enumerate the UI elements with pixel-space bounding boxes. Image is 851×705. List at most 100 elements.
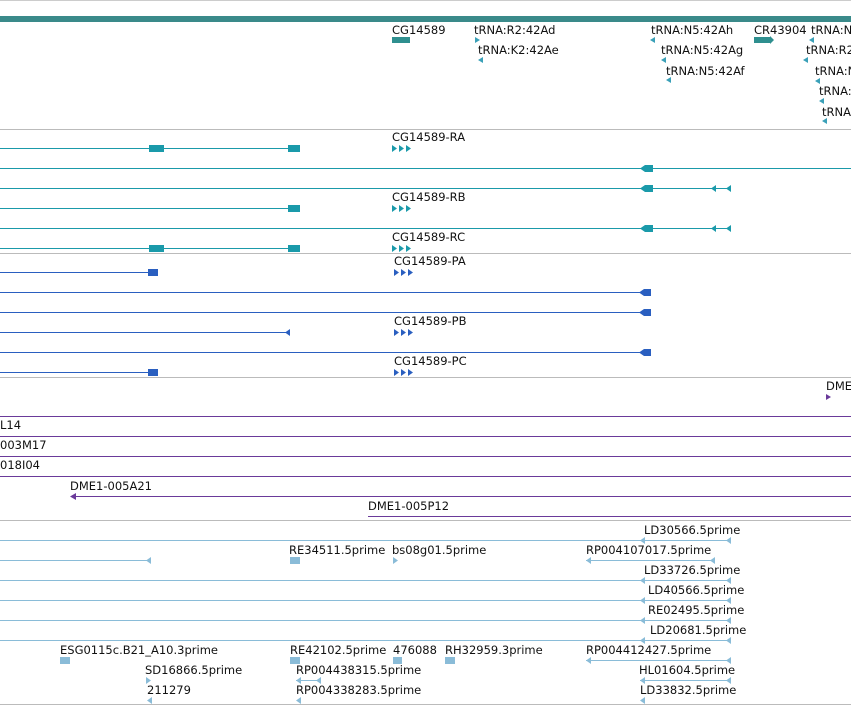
transcript-label: CG14589-RA bbox=[392, 130, 465, 144]
est-feature[interactable]: RP004412427.5prime bbox=[586, 643, 731, 664]
est-feature[interactable]: LD33832.5prime bbox=[640, 683, 736, 704]
transcript-feature[interactable]: CG14589-RC bbox=[0, 230, 465, 252]
clone-label: L14 bbox=[0, 418, 21, 432]
transcript-feature[interactable]: CG14589-RB bbox=[0, 190, 466, 212]
protein-label: CG14589-PB bbox=[394, 314, 467, 328]
est-label: 211279 bbox=[147, 683, 191, 697]
est-feature[interactable]: 211279 bbox=[147, 683, 191, 704]
est-label: HL01604.5prime bbox=[639, 663, 735, 677]
est-label: RP004438315.5prime bbox=[296, 663, 421, 677]
est-feature[interactable]: RP004338283.5prime bbox=[296, 683, 421, 704]
est-feature[interactable]: LD40566.5prime bbox=[0, 583, 744, 604]
gene-label: tRNA:R2 bbox=[806, 43, 851, 57]
gene-feature[interactable]: tRNA:N5:42Ag bbox=[661, 43, 743, 63]
gene-feature[interactable]: CG14589 bbox=[392, 23, 446, 43]
est-label: RP004338283.5prime bbox=[296, 683, 421, 697]
protein-feature[interactable]: CG14589-PA bbox=[0, 254, 466, 276]
est-feature[interactable] bbox=[0, 557, 151, 564]
gene-feature[interactable]: tRNA bbox=[822, 105, 851, 124]
est-label: bs08g01.5prime bbox=[392, 543, 486, 557]
clone-feature[interactable]: DME bbox=[826, 379, 851, 400]
gene-feature[interactable]: tRNA:K2:42Ae bbox=[478, 43, 559, 63]
est-feature[interactable]: bs08g01.5prime bbox=[392, 543, 486, 564]
est-feature[interactable]: HL01604.5prime bbox=[639, 663, 735, 684]
protein-label: CG14589-PA bbox=[394, 254, 466, 268]
gene-feature[interactable]: tRNA:N bbox=[815, 64, 851, 84]
est-label: LD40566.5prime bbox=[648, 583, 744, 597]
gene-feature[interactable]: tRNA:R2 bbox=[803, 43, 851, 63]
est-track: LD30566.5prime RE34511.5prime bs08g01.5p… bbox=[0, 523, 746, 704]
gene-label: tRNA:N5:42Ag bbox=[661, 43, 743, 57]
clone-label: DME1-005P12 bbox=[368, 499, 449, 513]
est-label: SD16866.5prime bbox=[145, 663, 242, 677]
est-feature[interactable]: LD30566.5prime bbox=[0, 523, 740, 544]
est-feature[interactable]: RE42102.5prime bbox=[290, 643, 386, 664]
est-label: RE02495.5prime bbox=[648, 603, 744, 617]
transcript-feature[interactable] bbox=[0, 165, 851, 172]
clone-track: DME L14 003M17 018I04 DME1-005A21 DME1-0… bbox=[0, 379, 851, 517]
gene-label: CG14589 bbox=[392, 23, 446, 37]
transcript-feature[interactable] bbox=[0, 225, 731, 232]
est-label: LD20681.5prime bbox=[650, 623, 746, 637]
clone-feature[interactable]: L14 bbox=[0, 416, 851, 433]
gene-label: tRNA bbox=[822, 105, 851, 119]
gene-label: tRNA:N bbox=[815, 64, 851, 78]
est-label: RE34511.5prime bbox=[289, 543, 385, 557]
gene-feature[interactable]: tRNA: bbox=[819, 84, 851, 104]
gene-label: tRNA:K2:42Ae bbox=[478, 43, 559, 57]
est-feature[interactable]: LD20681.5prime bbox=[0, 623, 746, 644]
est-feature[interactable]: RE02495.5prime bbox=[0, 603, 744, 624]
protein-track: CG14589-PA CG14589-PB CG14589-PC bbox=[0, 254, 651, 376]
clone-label: DME bbox=[826, 379, 851, 393]
clone-label: DME1-005A21 bbox=[70, 479, 152, 493]
protein-feature[interactable] bbox=[0, 309, 651, 316]
est-feature[interactable]: RH32959.3prime bbox=[445, 643, 543, 664]
clone-label: 018I04 bbox=[0, 458, 40, 472]
est-feature[interactable]: 476088 bbox=[393, 643, 437, 664]
transcript-feature[interactable]: CG14589-RA bbox=[0, 130, 465, 152]
est-label: LD30566.5prime bbox=[644, 523, 740, 537]
gene-feature[interactable]: tRNA:N bbox=[809, 23, 851, 43]
est-label: ESG0115c.B21_A10.3prime bbox=[60, 643, 218, 657]
clone-feature[interactable]: 018I04 bbox=[0, 456, 851, 473]
protein-feature[interactable]: CG14589-PB bbox=[0, 314, 467, 336]
gene-feature[interactable]: tRNA:N5:42Af bbox=[666, 64, 746, 83]
gene-feature[interactable]: CR43904 bbox=[754, 23, 807, 44]
est-feature[interactable]: RE34511.5prime bbox=[289, 543, 385, 564]
est-feature[interactable]: ESG0115c.B21_A10.3prime bbox=[60, 643, 218, 664]
gene-label: tRNA:R2:42Ad bbox=[474, 23, 555, 37]
gene-label: tRNA:N5:42Af bbox=[666, 64, 746, 78]
est-label: RP004107017.5prime bbox=[586, 543, 711, 557]
est-feature[interactable]: LD33726.5prime bbox=[0, 563, 740, 584]
gene-track: CG14589 tRNA:R2:42Ad tRNA:K2:42Ae tRNA:N… bbox=[392, 23, 851, 124]
gene-label: CR43904 bbox=[754, 23, 807, 37]
protein-feature[interactable] bbox=[0, 289, 651, 296]
top-gene-bar bbox=[0, 16, 851, 22]
transcript-label: CG14589-RC bbox=[392, 230, 465, 244]
gene-label: tRNA:N bbox=[811, 23, 851, 37]
clone-feature[interactable]: 003M17 bbox=[0, 436, 851, 453]
clone-feature[interactable]: DME1-005P12 bbox=[368, 499, 851, 517]
est-label: LD33832.5prime bbox=[640, 683, 736, 697]
transcript-feature[interactable] bbox=[0, 185, 731, 192]
transcript-label: CG14589-RB bbox=[392, 190, 466, 204]
protein-feature[interactable] bbox=[0, 349, 651, 356]
gene-label: tRNA:N5:42Ah bbox=[651, 23, 733, 37]
est-feature[interactable]: RP004107017.5prime bbox=[586, 543, 715, 564]
gene-feature[interactable]: tRNA:R2:42Ad bbox=[474, 23, 555, 43]
est-feature[interactable]: RP004438315.5prime bbox=[296, 663, 421, 684]
clone-label: 003M17 bbox=[0, 438, 47, 452]
est-label: 476088 bbox=[393, 643, 437, 657]
est-label: RE42102.5prime bbox=[290, 643, 386, 657]
protein-feature[interactable]: CG14589-PC bbox=[0, 354, 467, 376]
gene-feature[interactable]: tRNA:N5:42Ah bbox=[650, 23, 733, 43]
gene-label: tRNA: bbox=[819, 84, 851, 98]
transcript-track: CG14589-RA CG14589-RB CG14 bbox=[0, 130, 851, 252]
est-label: RP004412427.5prime bbox=[586, 643, 711, 657]
est-label: LD33726.5prime bbox=[644, 563, 740, 577]
est-feature[interactable]: SD16866.5prime bbox=[145, 663, 242, 684]
clone-feature[interactable]: DME1-005A21 bbox=[70, 479, 851, 500]
est-label: RH32959.3prime bbox=[445, 643, 543, 657]
protein-label: CG14589-PC bbox=[394, 354, 467, 368]
